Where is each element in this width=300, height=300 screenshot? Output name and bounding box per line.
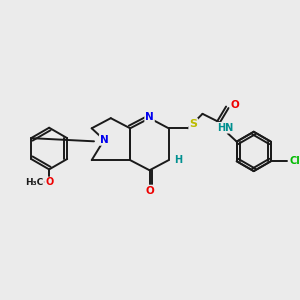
Text: H₃C: H₃C (25, 178, 43, 187)
Text: H: H (174, 155, 182, 165)
Text: HN: HN (218, 123, 234, 133)
Text: N: N (100, 135, 109, 145)
Text: S: S (189, 119, 197, 129)
Text: O: O (145, 185, 154, 196)
Text: O: O (231, 100, 239, 110)
Text: O: O (45, 177, 53, 188)
Text: N: N (145, 112, 154, 122)
Text: Cl: Cl (290, 156, 300, 166)
